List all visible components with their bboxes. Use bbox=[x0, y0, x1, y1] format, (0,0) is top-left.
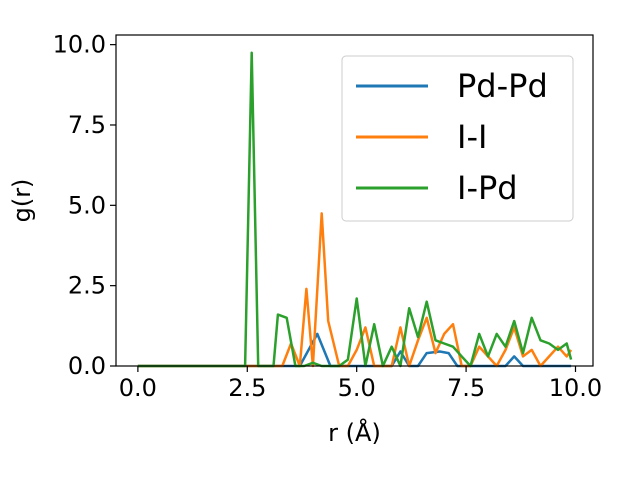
series-line-2 bbox=[137, 51, 573, 368]
plot-frame bbox=[115, 34, 594, 367]
y-axis-label: g(r) bbox=[8, 179, 36, 223]
x-tick-label: 5.0 bbox=[338, 374, 376, 402]
y-tick-label: 10.0 bbox=[53, 31, 106, 59]
y-tick-label: 0.0 bbox=[68, 352, 106, 380]
legend-box bbox=[341, 55, 574, 222]
y-tick-label: 7.5 bbox=[68, 111, 106, 139]
legend: Pd-Pd I-I I-Pd bbox=[341, 55, 574, 222]
series-line-0 bbox=[137, 332, 572, 368]
y-tick-label: 2.5 bbox=[68, 272, 106, 300]
series-line-1 bbox=[137, 212, 573, 368]
x-tick-label: 2.5 bbox=[228, 374, 266, 402]
x-tick-label: 10.0 bbox=[549, 374, 602, 402]
x-tick-label: 7.5 bbox=[447, 374, 485, 402]
y-tick-label: 5.0 bbox=[68, 191, 106, 219]
legend-label-0: Pd-Pd bbox=[457, 67, 548, 105]
legend-label-1: I-I bbox=[457, 118, 487, 156]
x-tick-label: 0.0 bbox=[119, 374, 157, 402]
legend-label-2: I-Pd bbox=[457, 169, 518, 207]
series-layer bbox=[137, 51, 573, 368]
ticks-layer: 0.0 2.5 5.0 7.5 10.0 0.0 2.5 5.0 7.5 10.0 bbox=[53, 31, 603, 402]
x-axis-label: r (Å) bbox=[328, 418, 381, 447]
